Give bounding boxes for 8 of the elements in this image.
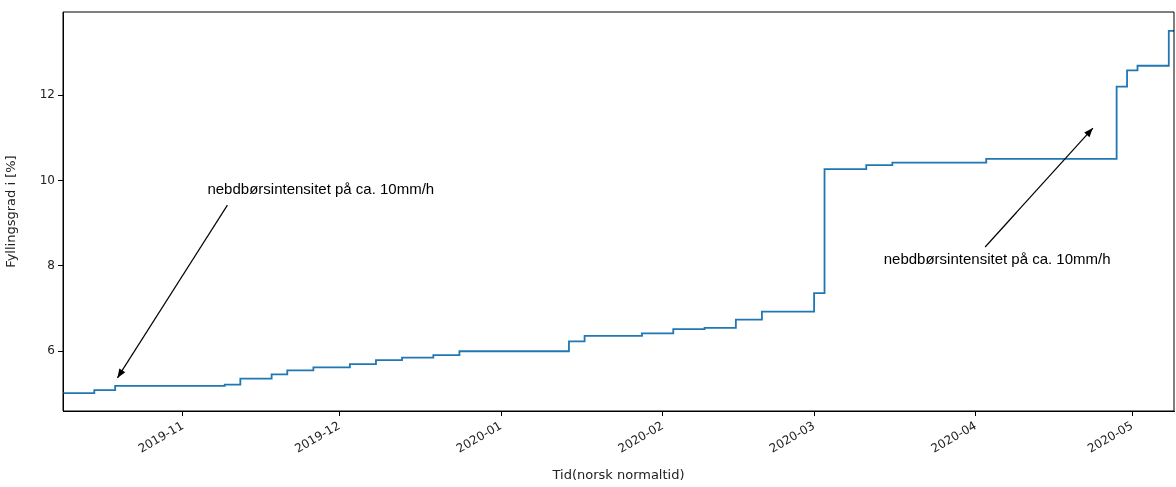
y-tick-label: 12 [39,87,55,102]
y-tick-label: 10 [39,172,55,187]
annotation: nebdbørsintensitet på ca. 10mm/h [207,179,435,197]
y-tick-label: 6 [47,343,55,358]
y-axis-title: Fyllingsgrad i [%] [3,155,19,268]
y-tick-label: 8 [47,258,55,273]
x-axis-title: Tid(norsk normaltid) [551,466,685,482]
annotation: nebdbørsintensitet på ca. 10mm/h [883,249,1111,267]
